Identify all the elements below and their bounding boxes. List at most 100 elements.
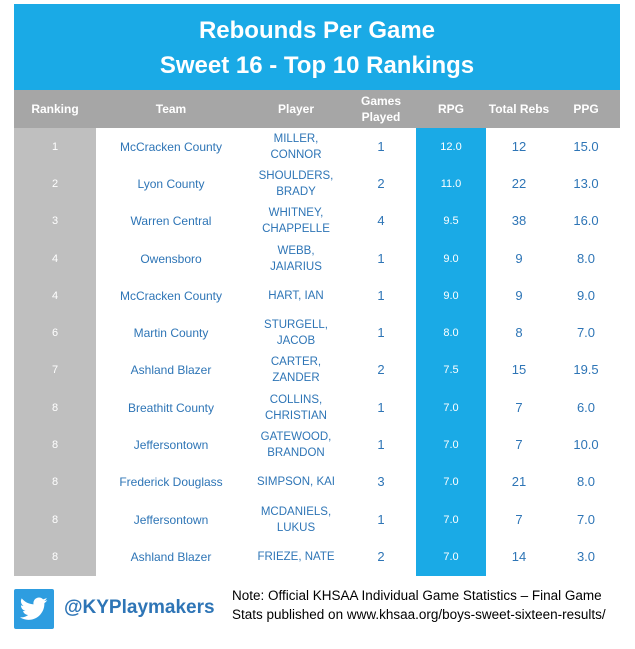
cell-rpg: 7.5	[416, 351, 486, 390]
cell-team: Ashland Blazer	[130, 549, 212, 564]
cell-rebs: 7	[515, 399, 523, 415]
cell-rpg: 7.0	[416, 463, 486, 501]
cell-rank: 4	[14, 277, 96, 315]
cell-rank: 7	[14, 351, 96, 390]
table-row: 8 Jeffersontown MCDANIELS, LUKUS 1 7.0 7 7.0	[14, 500, 620, 539]
cell-rpg: 7.0	[416, 426, 486, 464]
cell-player: WEBB, JAIARIUS	[270, 244, 322, 273]
cell-team: Owensboro	[140, 251, 202, 266]
table-row: 8 Breathitt County COLLINS, CHRISTIAN 1 7.0 7…	[14, 389, 620, 427]
title-line-1: Rebounds Per Game	[198, 17, 436, 44]
cell-rpg: 12.0	[416, 128, 486, 166]
cell-rank: 3	[14, 202, 96, 240]
cell-rank: 4	[14, 239, 96, 278]
cell-rebs: 12	[511, 138, 527, 154]
cell-ppg: 15.0	[573, 138, 599, 154]
cell-rebs: 9	[515, 250, 523, 266]
cell-games: 1	[377, 287, 385, 303]
table-body: 1 McCracken County MILLER, CONNOR 1 12.0 12 15…	[14, 128, 620, 576]
cell-rank: 1	[14, 128, 96, 166]
cell-player: STURGELL, JACOB	[264, 319, 328, 348]
cell-games: 1	[377, 437, 385, 453]
cell-ppg: 16.0	[573, 213, 599, 229]
cell-rebs: 8	[515, 325, 523, 341]
cell-team: Ashland Blazer	[130, 363, 212, 378]
cell-rank: 6	[14, 314, 96, 352]
cell-ppg: 6.0	[576, 399, 596, 415]
cell-rebs: 21	[511, 474, 527, 490]
cell-games: 4	[377, 213, 385, 229]
cell-games: 3	[377, 474, 385, 490]
cell-ppg: 7.0	[576, 325, 596, 341]
table-row: 7 Ashland Blazer CARTER, ZANDER 2 7.5 15 19.5	[14, 351, 620, 390]
cell-ppg: 13.0	[573, 175, 599, 191]
cell-rank: 2	[14, 165, 96, 203]
cell-games: 2	[377, 175, 385, 191]
cell-rebs: 22	[511, 175, 527, 191]
table-row: 8 Jeffersontown GATEWOOD, BRANDON 1 7.0 7 10.0	[14, 426, 620, 464]
header-rpg: RPG	[416, 90, 486, 128]
cell-team: Jeffersontown	[133, 438, 209, 453]
table-row: 3 Warren Central WHITNEY, CHAPPELLE 4 9.5 38 1…	[14, 202, 620, 240]
cell-rank: 8	[14, 389, 96, 427]
cell-rank: 8	[14, 426, 96, 464]
cell-player: MILLER, CONNOR	[270, 132, 322, 161]
cell-rebs: 38	[511, 213, 527, 229]
cell-team: Breathitt County	[127, 400, 215, 415]
cell-rebs: 9	[515, 287, 523, 303]
cell-ppg: 8.0	[576, 250, 596, 266]
cell-ppg: 7.0	[576, 511, 596, 527]
table-row: 4 Owensboro WEBB, JAIARIUS 1 9.0 9 8.0	[14, 239, 620, 278]
header-total-rebs: Total Rebs	[486, 90, 552, 128]
cell-ppg: 9.0	[576, 287, 596, 303]
cell-rpg: 9.0	[416, 277, 486, 315]
table-row: 6 Martin County STURGELL, JACOB 1 8.0 8 7.0	[14, 314, 620, 352]
twitter-handle[interactable]: @KYPlaymakers	[64, 597, 215, 618]
header-team: Team	[96, 90, 246, 128]
cell-games: 2	[377, 362, 385, 378]
header-player: Player	[246, 90, 346, 128]
cell-games: 2	[377, 548, 385, 564]
cell-player: CARTER, ZANDER	[270, 356, 322, 385]
cell-player: WHITNEY, CHAPPELLE	[262, 207, 330, 236]
cell-player: COLLINS, CHRISTIAN	[265, 393, 327, 422]
table-header-row: Ranking Team Player Games Played RPG Tot…	[14, 90, 620, 128]
cell-player: GATEWOOD, BRANDON	[260, 431, 332, 460]
source-note: Note: Official KHSAA Individual Game Sta…	[232, 588, 606, 622]
cell-games: 1	[377, 325, 385, 341]
cell-rpg: 7.0	[416, 500, 486, 539]
cell-ppg: 19.5	[573, 362, 599, 378]
cell-rank: 8	[14, 463, 96, 501]
cell-team: Warren Central	[130, 214, 212, 229]
table-row: 8 Frederick Douglass SIMPSON, KAI 3 7.0 21 8.0	[14, 463, 620, 501]
rankings-table: Ranking Team Player Games Played RPG Tot…	[14, 90, 620, 576]
title-banner: Rebounds Per Game Sweet 16 - Top 10 Rank…	[14, 4, 620, 90]
cell-games: 1	[377, 511, 385, 527]
table-row: 1 McCracken County MILLER, CONNOR 1 12.0 12 15…	[14, 128, 620, 166]
cell-rank: 8	[14, 500, 96, 539]
cell-team: Martin County	[133, 326, 209, 341]
header-games-played: Games Played	[346, 90, 416, 128]
footer: @KYPlaymakers Note: Official KHSAA Indiv…	[14, 586, 620, 646]
cell-rpg: 9.5	[416, 202, 486, 240]
table-row: 8 Ashland Blazer FRIEZE, NATE 2 7.0 14 3.0	[14, 538, 620, 576]
cell-team: Lyon County	[137, 176, 205, 191]
cell-rpg: 7.0	[416, 389, 486, 427]
cell-team: Jeffersontown	[133, 512, 209, 527]
cell-ppg: 10.0	[573, 437, 599, 453]
header-ranking: Ranking	[14, 90, 96, 128]
cell-team: McCracken County	[119, 139, 223, 154]
cell-rebs: 7	[515, 511, 523, 527]
cell-player: SIMPSON, KAI	[257, 476, 335, 489]
cell-games: 1	[377, 399, 385, 415]
cell-rpg: 8.0	[416, 314, 486, 352]
table-row: 2 Lyon County SHOULDERS, BRADY 2 11.0 22 13.0	[14, 165, 620, 203]
cell-team: McCracken County	[119, 288, 223, 303]
cell-rpg: 9.0	[416, 239, 486, 278]
title-line-2: Sweet 16 - Top 10 Rankings	[159, 52, 475, 79]
cell-ppg: 3.0	[576, 548, 596, 564]
cell-rebs: 15	[511, 362, 527, 378]
table-row: 4 McCracken County HART, IAN 1 9.0 9 9.0	[14, 277, 620, 315]
twitter-bird-icon[interactable]	[14, 589, 54, 629]
cell-games: 1	[377, 250, 385, 266]
